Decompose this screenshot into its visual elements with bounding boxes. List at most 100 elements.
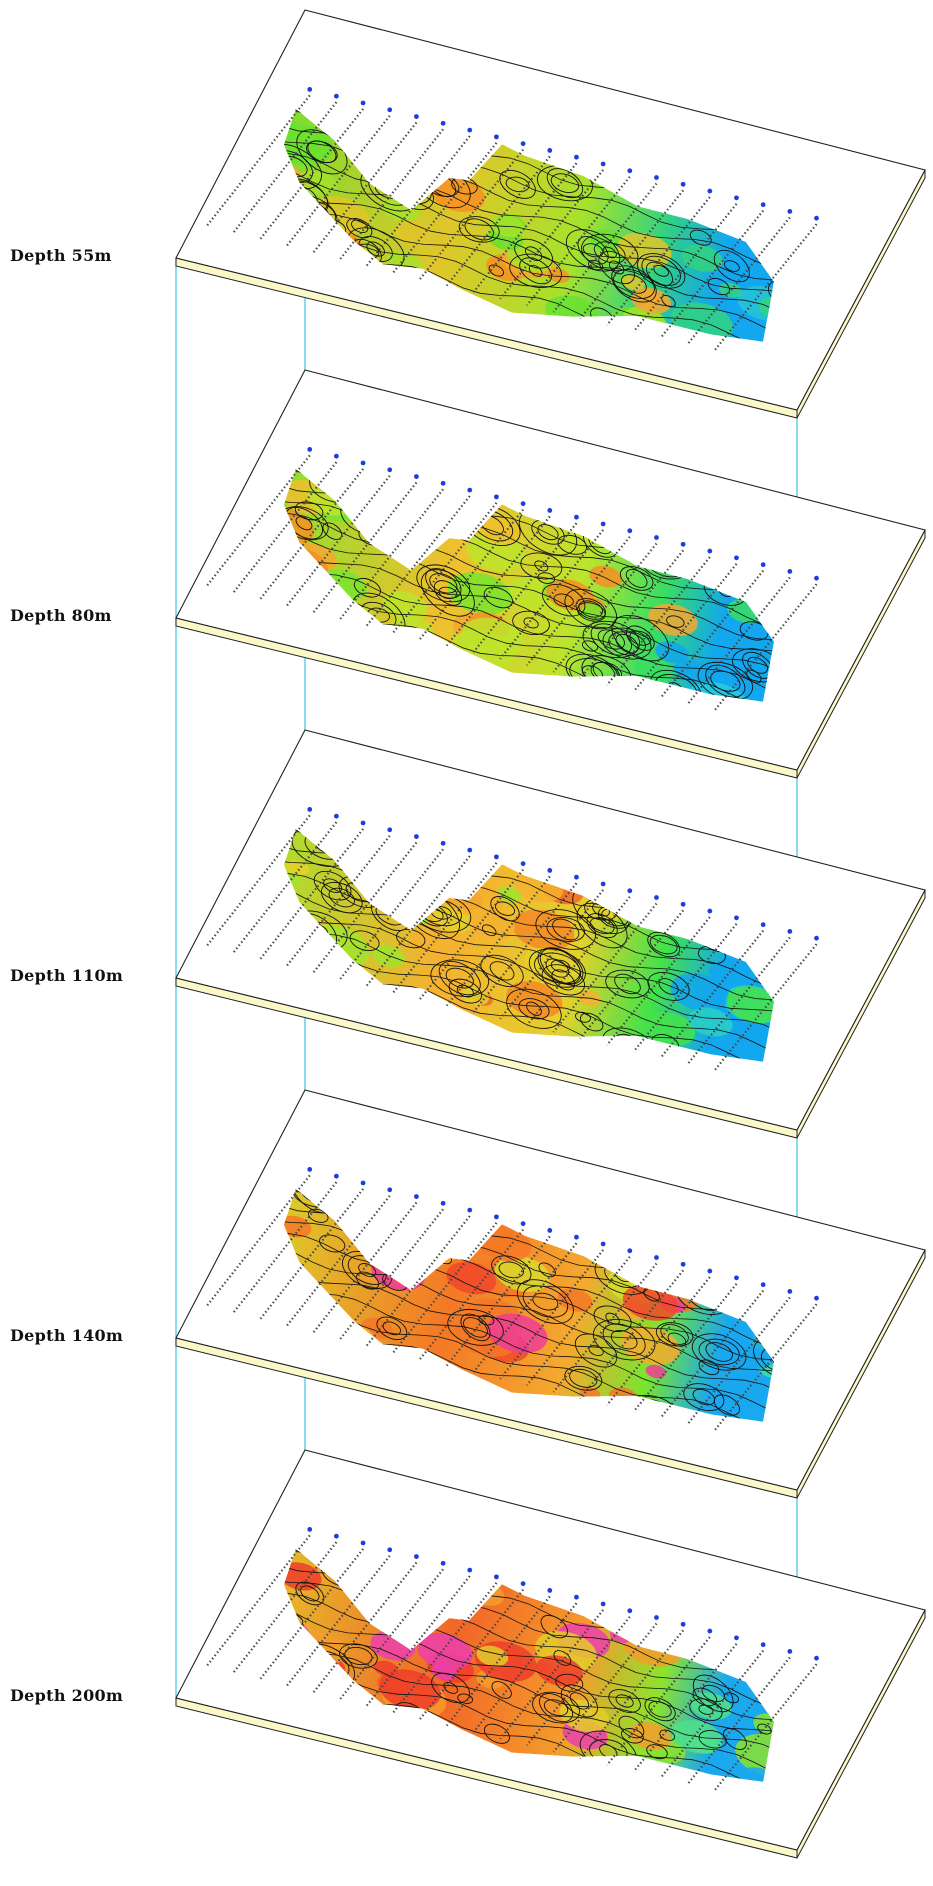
survey-line-marker bbox=[680, 541, 686, 547]
contour-line bbox=[655, 1322, 694, 1347]
contour-line bbox=[283, 882, 774, 1022]
survey-line-marker bbox=[760, 1642, 766, 1648]
survey-line-marker bbox=[787, 929, 793, 934]
depth-slab-1 bbox=[175, 369, 926, 779]
anomaly-blob bbox=[487, 1313, 548, 1354]
survey-line-marker bbox=[627, 1608, 633, 1614]
contour-line bbox=[322, 522, 343, 540]
anomaly-blob bbox=[621, 274, 645, 290]
survey-line-marker bbox=[707, 188, 713, 194]
contour-line bbox=[581, 640, 599, 652]
contour-line bbox=[723, 260, 740, 272]
contour-line bbox=[425, 568, 462, 599]
contour-line bbox=[608, 1689, 641, 1713]
survey-line bbox=[712, 223, 818, 353]
survey-line-marker bbox=[760, 922, 766, 928]
contour-line bbox=[283, 1591, 774, 1725]
survey-line-marker bbox=[760, 1282, 766, 1288]
contour-line bbox=[499, 169, 536, 199]
contour-line bbox=[416, 564, 471, 603]
contour-line bbox=[346, 218, 373, 239]
survey-lines bbox=[205, 1167, 819, 1433]
survey-line-marker bbox=[387, 1187, 393, 1193]
survey-line-marker bbox=[494, 854, 499, 860]
survey-line-marker bbox=[734, 195, 739, 201]
contour-line bbox=[608, 631, 646, 656]
survey-line-marker bbox=[494, 134, 499, 140]
survey-line-marker bbox=[307, 87, 313, 92]
contour-line bbox=[491, 1255, 532, 1285]
survey-line-marker bbox=[467, 487, 473, 493]
contour-line bbox=[698, 1338, 740, 1366]
contour-line bbox=[460, 1313, 491, 1342]
contour-line bbox=[582, 243, 604, 258]
contour-line bbox=[553, 1650, 572, 1666]
contour-line bbox=[283, 1616, 774, 1761]
contour-line bbox=[512, 610, 550, 636]
contour-line bbox=[431, 1672, 471, 1704]
contour-line bbox=[569, 1368, 598, 1388]
survey-line bbox=[606, 916, 711, 1046]
survey-line-marker bbox=[520, 1581, 526, 1587]
survey-line-marker bbox=[627, 168, 633, 174]
contour-line bbox=[705, 664, 746, 698]
contour-line bbox=[283, 1602, 774, 1742]
contour-line bbox=[615, 633, 639, 654]
anomaly-blob bbox=[506, 577, 555, 610]
survey-line bbox=[712, 1303, 818, 1433]
contour-line bbox=[328, 887, 355, 908]
contour-line bbox=[505, 176, 530, 193]
anomaly-blob bbox=[285, 860, 309, 876]
survey-line-marker bbox=[494, 1214, 499, 1220]
anomaly-blob bbox=[670, 973, 729, 1012]
contour-line bbox=[458, 216, 500, 243]
survey-line-marker bbox=[814, 1295, 819, 1301]
contour-line bbox=[283, 194, 774, 337]
anomaly-blob bbox=[674, 659, 710, 683]
contour-line bbox=[307, 140, 337, 164]
survey-line-marker bbox=[440, 120, 446, 126]
contour-line bbox=[543, 1699, 569, 1717]
contour-line bbox=[535, 909, 597, 950]
survey-line-marker bbox=[734, 1275, 739, 1281]
anomaly-blob bbox=[416, 1632, 473, 1670]
survey-line bbox=[552, 1622, 658, 1753]
contour-line bbox=[698, 1730, 727, 1749]
survey-line bbox=[579, 909, 684, 1040]
survey-lines bbox=[205, 87, 819, 353]
survey-line-marker bbox=[547, 1588, 553, 1593]
contour-line bbox=[443, 1682, 458, 1694]
anomaly-blob bbox=[373, 1660, 398, 1677]
survey-line-marker bbox=[333, 1533, 339, 1539]
survey-line-marker bbox=[574, 1594, 579, 1600]
contour-line bbox=[574, 1333, 618, 1368]
anomaly-blob bbox=[283, 122, 333, 166]
survey-line bbox=[525, 176, 631, 307]
contour-line bbox=[550, 959, 571, 973]
survey-line bbox=[579, 549, 684, 680]
contour-line bbox=[541, 584, 586, 617]
contour-line bbox=[692, 1388, 716, 1406]
contour-line bbox=[613, 268, 655, 299]
survey-line-marker bbox=[574, 874, 579, 880]
survey-line-marker bbox=[440, 840, 446, 846]
contour-line bbox=[396, 928, 426, 949]
contour-line bbox=[283, 871, 774, 1005]
contour-line bbox=[308, 1208, 329, 1223]
survey-line-marker bbox=[787, 1289, 793, 1294]
anomaly-blob bbox=[497, 886, 522, 903]
survey-line bbox=[606, 1636, 711, 1766]
survey-line bbox=[686, 216, 791, 346]
anomaly-blob bbox=[506, 241, 554, 273]
contour-line bbox=[429, 573, 458, 594]
survey-line-marker bbox=[520, 141, 526, 147]
contour-line bbox=[683, 1383, 725, 1412]
map-fill bbox=[283, 108, 774, 342]
contour-line bbox=[498, 1261, 524, 1279]
contour-line bbox=[283, 1256, 774, 1401]
survey-line-marker bbox=[467, 847, 473, 853]
contour-line bbox=[520, 552, 563, 580]
depth-label-55m: Depth 55m bbox=[10, 246, 112, 265]
survey-line-marker bbox=[440, 1560, 446, 1566]
